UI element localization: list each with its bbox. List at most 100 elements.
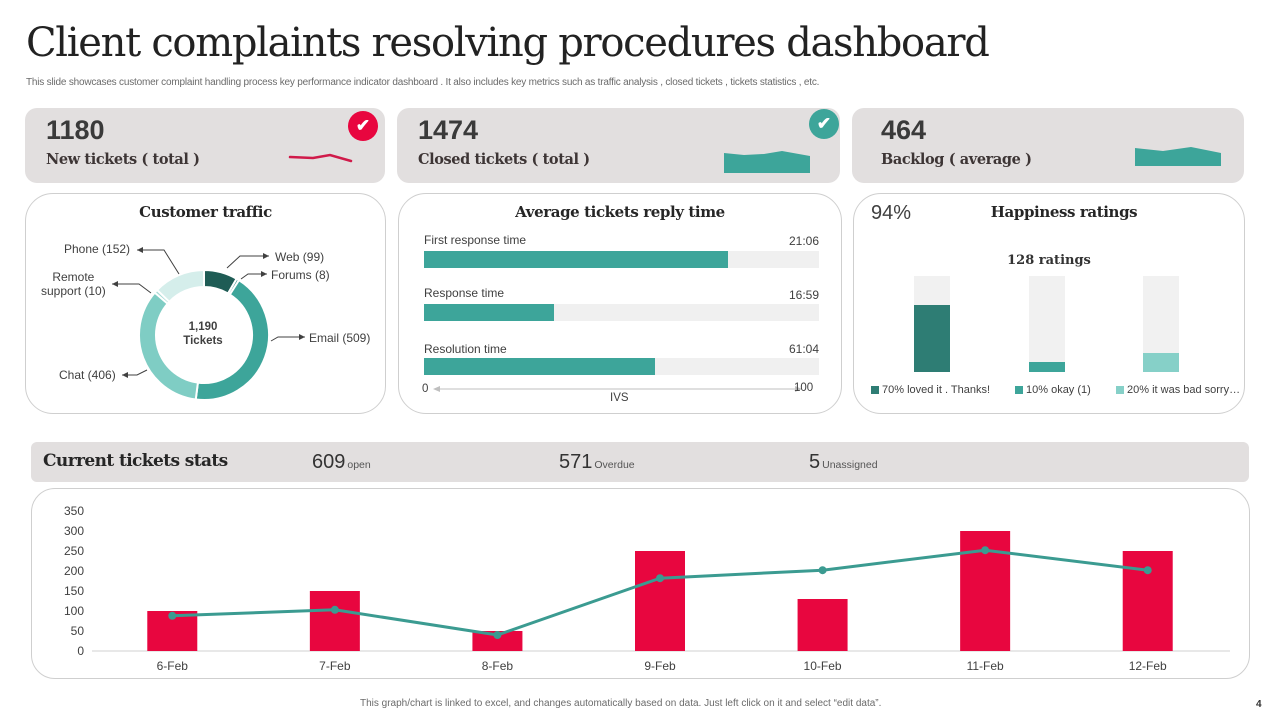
- x-tick-label: 9-Feb: [644, 659, 676, 673]
- progress-fill: [424, 358, 656, 375]
- donut-chart: [112, 247, 305, 401]
- leader-chat: [122, 369, 148, 378]
- kpi-value: 1180: [46, 115, 105, 145]
- legend-swatch: [1015, 386, 1023, 394]
- rating-bar: [1143, 276, 1179, 372]
- x-tick-label: 12-Feb: [1129, 659, 1167, 673]
- x-tick-label: 10-Feb: [804, 659, 842, 673]
- progress-track: [424, 304, 819, 321]
- rating-bar-fill: [1029, 362, 1065, 372]
- card-title: Average tickets reply time: [515, 203, 725, 221]
- y-tick-label: 200: [64, 564, 84, 578]
- legend-text: 70% loved it . Thanks!: [882, 384, 991, 396]
- label-chat: Chat (406): [59, 368, 116, 382]
- y-tick-label: 50: [71, 624, 85, 638]
- leader-web: [226, 253, 269, 269]
- axis-arrow: [433, 386, 802, 392]
- stat-label: open: [347, 459, 371, 471]
- x-tick-label: 11-Feb: [967, 659, 1004, 673]
- label-forums: Forums (8): [271, 268, 330, 282]
- legend-swatch: [871, 386, 879, 394]
- stat-label: Overdue: [594, 459, 635, 471]
- stat-label: Unassigned: [822, 459, 878, 471]
- label-remote: Remote support (10): [41, 270, 106, 298]
- stat-overdue: 571 Overdue: [559, 451, 635, 474]
- stat-unassigned: 5 Unassigned: [809, 451, 878, 474]
- y-tick-label: 300: [64, 524, 84, 538]
- kpi-label: New tickets ( total ): [46, 151, 200, 168]
- page-title: Client complaints resolving procedures d…: [26, 20, 990, 66]
- stat-value: 609: [312, 451, 346, 473]
- bar-value: 16:59: [788, 288, 819, 302]
- y-tick-label: 250: [64, 544, 84, 558]
- footnote: This graph/chart is linked to excel, and…: [360, 698, 882, 709]
- legend-text: 20% it was bad sorry…: [1127, 384, 1241, 396]
- trend-point-7-Feb: [330, 605, 339, 614]
- trend-point-11-Feb: [981, 546, 990, 555]
- x-tick-label: 8-Feb: [482, 659, 514, 673]
- check-circle-icon: ✔: [348, 111, 378, 141]
- rating-bar-fill: [1143, 352, 1179, 372]
- sparkline-area: [724, 151, 810, 173]
- bar-12-Feb: [1122, 551, 1173, 651]
- leader-forums: [240, 271, 267, 280]
- kpi-new-tickets: 1180 New tickets ( total ) ✔: [25, 108, 385, 183]
- bar-label: First response time: [424, 233, 527, 247]
- label-phone: Phone (152): [64, 242, 131, 256]
- donut-center-unit: Tickets: [183, 335, 223, 347]
- progress-track: [424, 358, 819, 375]
- trend-point-6-Feb: [168, 611, 177, 620]
- stat-value: 5: [809, 451, 821, 473]
- kpi-value: 464: [881, 115, 927, 145]
- sparkline-area: [1135, 147, 1221, 166]
- kpi-backlog: 464 Backlog ( average ): [852, 108, 1244, 183]
- happiness-card: 94% Happiness ratings 128 ratings 70% lo…: [853, 193, 1245, 414]
- stat-value: 571: [559, 451, 593, 473]
- bar-7-Feb: [309, 591, 360, 651]
- ticket-stats-bar: Current tickets stats 609 open 571 Overdue…: [31, 442, 1249, 482]
- kpi-value: 1474: [418, 115, 479, 145]
- stats-title: Current tickets stats: [43, 451, 228, 471]
- sparkline: [288, 153, 353, 163]
- bar-value: 61:04: [788, 342, 819, 356]
- leader-email: [270, 334, 305, 342]
- page-subtitle: This slide showcases customer complaint …: [26, 77, 820, 88]
- legend-swatch: [1116, 386, 1124, 394]
- rating-bar: [914, 276, 950, 372]
- rating-bar: [1029, 276, 1065, 372]
- bar-9-Feb: [635, 551, 685, 651]
- donut-center-value: 1,190: [188, 321, 218, 333]
- bar-label: Resolution time: [424, 342, 507, 356]
- happiness-percent: 94%: [871, 202, 912, 224]
- leader-remote: [112, 281, 152, 294]
- tickets-combo-chart[interactable]: 0 50 100 150 200 250 300 350 6-Feb 7-Feb 8-Feb 9-Fe…: [32, 489, 1251, 680]
- page-number: 4: [1256, 699, 1262, 710]
- y-tick-label: 100: [64, 604, 84, 618]
- bar-8-Feb: [472, 631, 523, 651]
- label-email: Email (509): [309, 331, 371, 345]
- leader-phone: [137, 247, 180, 275]
- y-tick-label: 350: [64, 504, 84, 518]
- label-remote-line2: support (10): [41, 284, 106, 298]
- label-web: Web (99): [275, 250, 325, 264]
- trend-point-9-Feb: [656, 574, 664, 583]
- kpi-label: Closed tickets ( total ): [418, 151, 590, 168]
- kpi-label: Backlog ( average ): [881, 151, 1032, 168]
- legend-item: 20% it was bad sorry…: [1116, 384, 1240, 396]
- donut-slice-phone: [155, 268, 205, 304]
- customer-traffic-card: Customer traffic Phone (152) Web (99) Fo…: [25, 193, 386, 414]
- trend-point-10-Feb: [818, 566, 827, 575]
- axis-label: IVS: [610, 392, 629, 404]
- trend-point-12-Feb: [1143, 566, 1152, 575]
- legend-text: 10% okay (1): [1026, 384, 1091, 396]
- x-tick-label: 7-Feb: [319, 659, 351, 673]
- y-tick-label: 0: [77, 644, 84, 658]
- progress-track: [424, 251, 819, 268]
- progress-fill: [424, 251, 729, 268]
- bar-10-Feb: [797, 599, 848, 651]
- legend-item: 70% loved it . Thanks!: [871, 384, 990, 396]
- progress-fill: [424, 304, 555, 321]
- bar-value: 21:06: [788, 234, 819, 248]
- stat-open: 609 open: [312, 451, 371, 474]
- axis-min: 0: [422, 383, 429, 395]
